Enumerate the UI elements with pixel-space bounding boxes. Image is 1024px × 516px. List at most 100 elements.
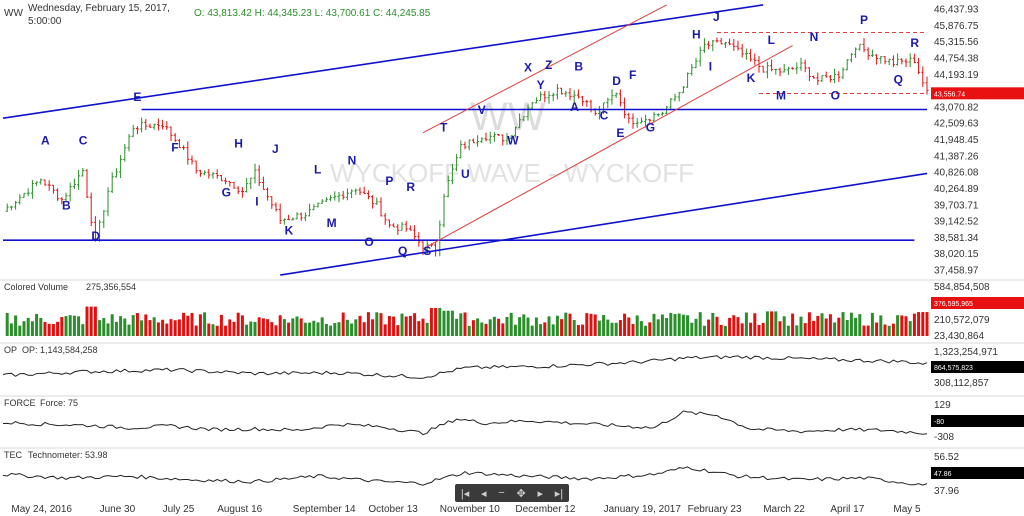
volume-bar — [64, 316, 68, 336]
volume-bar — [442, 310, 446, 336]
wave-label: N — [348, 154, 357, 168]
volume-bar — [236, 312, 240, 336]
volume-bar — [467, 325, 471, 336]
volume-bar — [610, 322, 614, 336]
volume-bar — [862, 325, 866, 336]
volume-bar — [270, 322, 274, 336]
volume-bar — [879, 315, 883, 336]
date-tick-label: June 30 — [100, 504, 136, 515]
next-icon[interactable]: ▸ — [537, 487, 543, 500]
volume-bar — [522, 314, 526, 336]
volume-bar — [639, 321, 643, 336]
volume-bar — [732, 315, 736, 336]
volume-bar — [148, 320, 152, 336]
volume-bar — [904, 316, 908, 336]
volume-bar — [144, 314, 148, 336]
volume-bar — [807, 312, 811, 336]
volume-bar — [232, 321, 236, 336]
volume-bar — [786, 325, 790, 336]
volume-bar — [530, 325, 534, 336]
volume-bar — [396, 325, 400, 336]
volume-bar — [694, 318, 698, 336]
volume-bar — [22, 321, 26, 336]
volume-bar — [177, 319, 181, 336]
indicator-tick-label: 308,112,857 — [934, 378, 989, 389]
volume-bar — [841, 312, 845, 336]
volume-bar — [26, 317, 30, 336]
first-icon[interactable]: |◂ — [460, 487, 470, 500]
wave-label: T — [440, 120, 448, 134]
volume-bar — [576, 325, 580, 336]
watermark-text: WYCKOFF WAVE - WYCKOFF — [330, 158, 694, 188]
volume-bar — [429, 307, 433, 336]
wave-label: Q — [398, 244, 407, 258]
volume-bar — [266, 319, 270, 336]
symbol-label: WW — [4, 8, 23, 19]
volume-bar — [854, 317, 858, 336]
wave-label: B — [62, 199, 71, 213]
last-icon[interactable]: ▸| — [554, 487, 564, 500]
volume-bar — [9, 323, 13, 336]
date-tick-label: May 24, 2016 — [11, 504, 72, 515]
volume-bar — [686, 315, 690, 336]
volume-bar — [677, 313, 681, 336]
volume-bar — [18, 325, 22, 336]
volume-bar — [875, 322, 879, 336]
date-tick-label: May 5 — [893, 504, 921, 515]
volume-bar — [736, 317, 740, 336]
volume-bar — [333, 323, 337, 336]
volume-bar — [795, 325, 799, 336]
volume-bar — [471, 320, 475, 336]
volume-bar — [488, 319, 492, 336]
volume-bar — [711, 313, 715, 336]
indicator-panel-title: OP — [4, 345, 17, 355]
volume-bar — [89, 306, 93, 336]
volume-bar — [866, 325, 870, 336]
volume-bar — [119, 316, 123, 336]
wave-label: E — [133, 90, 141, 104]
price-tick-label: 42,509.63 — [934, 119, 979, 130]
price-tick-label: 44,193.19 — [934, 70, 979, 81]
wave-label: J — [713, 10, 720, 24]
volume-bar — [308, 322, 312, 336]
volume-bar — [551, 324, 555, 336]
volume-bar — [404, 316, 408, 336]
volume-bar — [908, 321, 912, 336]
volume-bar — [245, 324, 249, 336]
volume-bar — [161, 319, 165, 336]
wave-label: E — [616, 126, 624, 140]
chart-navigator[interactable]: |◂ ◂ − ✥ ▸ ▸| — [455, 484, 569, 502]
wave-label: N — [810, 30, 819, 44]
volume-bar — [749, 322, 753, 336]
volume-bar — [110, 314, 114, 336]
volume-bar — [744, 312, 748, 336]
volume-bar — [408, 315, 412, 336]
indicator-tick-label: 56.52 — [934, 452, 959, 463]
volume-panel-title: Colored Volume — [4, 282, 68, 292]
volume-bar — [539, 324, 543, 336]
volume-bar — [198, 314, 202, 336]
volume-bar — [837, 317, 841, 336]
volume-bar — [287, 322, 291, 336]
volume-last-label: 376,595,965 — [934, 301, 973, 308]
prev-icon[interactable]: ◂ — [481, 487, 487, 500]
volume-bar — [568, 313, 572, 336]
volume-bar — [43, 321, 47, 336]
indicator-line — [2, 355, 928, 379]
volume-bar — [224, 325, 228, 336]
indicator-panel-title: FORCE — [4, 398, 36, 408]
volume-bar — [30, 321, 34, 336]
volume-bar — [791, 313, 795, 336]
price-tick-label: 38,581.34 — [934, 233, 979, 244]
volume-bar — [392, 316, 396, 336]
volume-bar — [459, 313, 463, 336]
pan-icon[interactable]: ✥ — [516, 487, 526, 500]
volume-last-badge — [931, 297, 1024, 309]
zoom-out-icon[interactable]: − — [498, 487, 505, 499]
volume-bar — [883, 324, 887, 336]
wave-label: O — [364, 235, 373, 249]
volume-bar — [891, 323, 895, 336]
volume-bar — [135, 313, 139, 336]
volume-bar — [719, 324, 723, 336]
